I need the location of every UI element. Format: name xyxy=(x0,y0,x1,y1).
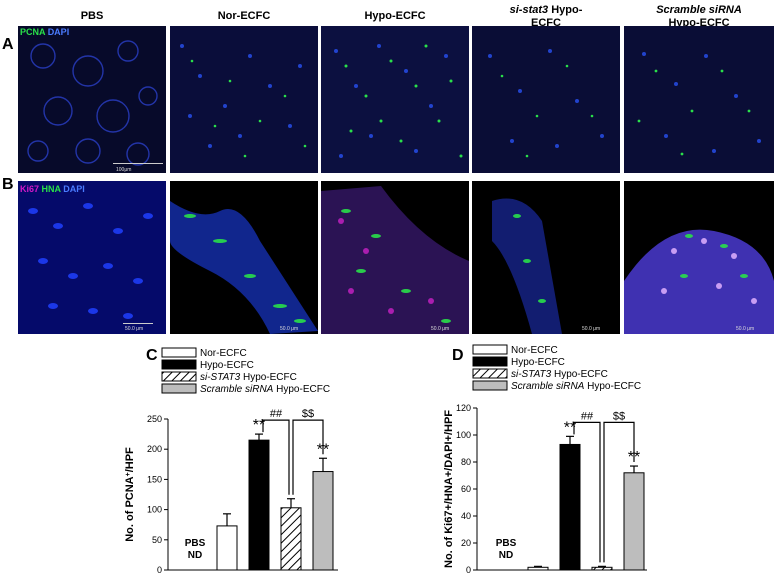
micrograph-b-hypo-ecfc-art xyxy=(321,181,469,334)
y-tick-label: 40 xyxy=(461,511,471,521)
micrograph-b-si-stat3-art xyxy=(472,181,620,334)
legend-label-2: si-STAT3 Hypo-ECFC xyxy=(511,369,608,380)
scale-bar-b-pbs xyxy=(123,323,153,324)
y-tick-label: 200 xyxy=(147,444,162,454)
scale-bar-a-label: 100μm xyxy=(116,167,132,173)
y-tick-label: 120 xyxy=(456,403,471,413)
col-title-pbs: PBS xyxy=(80,10,104,22)
y-tick-label: 0 xyxy=(466,565,471,573)
bracket-label-1: $$ xyxy=(302,408,314,420)
y-tick-label: 150 xyxy=(147,474,162,484)
legend-swatch-3 xyxy=(161,383,197,394)
bar-1 xyxy=(527,566,549,571)
panel-letter-C: C xyxy=(146,347,158,364)
y-tick-label: 20 xyxy=(461,538,471,548)
bracket-label-0: ## xyxy=(270,408,283,420)
legend-swatch-2 xyxy=(472,368,508,379)
col-title-hypo-ecfc: Hypo-ECFC xyxy=(364,10,426,22)
legend-label-1: Hypo-ECFC xyxy=(511,357,565,368)
nd-label-line1: PBS xyxy=(496,538,517,549)
scale-label-b-si: 50.0 μm xyxy=(582,326,601,332)
bracket-0 xyxy=(573,421,601,563)
bracket-1 xyxy=(292,419,324,495)
micrograph-a-hypo-ecfc-art xyxy=(321,26,469,173)
micrograph-b-pbs-art xyxy=(18,181,166,334)
scale-bar-a xyxy=(113,163,163,164)
legend-label-3: Scramble siRNA Hypo-ECFC xyxy=(511,381,641,392)
legend-label-0: Nor-ECFC xyxy=(511,345,558,356)
scale-label-b-scramble: 50.0 μm xyxy=(736,326,755,332)
legend-swatch-0 xyxy=(161,347,197,358)
y-tick-label: 100 xyxy=(147,505,162,515)
bar-2 xyxy=(248,439,270,571)
micrograph-b-si-stat3: 50.0 μm xyxy=(472,181,620,334)
micrograph-a-nor-ecfc xyxy=(170,26,318,173)
legend-label-3: Scramble siRNA Hypo-ECFC xyxy=(200,384,330,395)
legend-swatch-1 xyxy=(161,359,197,370)
bar-4 xyxy=(623,472,645,571)
legend-swatch-2 xyxy=(161,371,197,382)
bar-1 xyxy=(216,525,238,571)
y-axis-label: No. of PCNA+/HPF xyxy=(124,447,136,542)
nd-label-line1: PBS xyxy=(185,538,206,549)
micrograph-b-hypo-ecfc: 50.0 μm xyxy=(321,181,469,334)
micrograph-b-nor-ecfc-art xyxy=(170,181,318,334)
micrograph-a-pbs: 100μm xyxy=(18,26,166,173)
legend-swatch-3 xyxy=(472,380,508,391)
micrograph-b-scramble-art xyxy=(624,181,774,334)
stain-label-a: PCNA DAPI xyxy=(20,27,70,37)
micrograph-a-si-stat3-art xyxy=(472,26,620,173)
bar-2 xyxy=(559,443,581,571)
scale-label-b-pbs: 50.0 μm xyxy=(125,326,144,332)
micrograph-b-scramble: 50.0 μm xyxy=(624,181,774,334)
y-tick-label: 80 xyxy=(461,457,471,467)
micrograph-a-pbs-art xyxy=(18,26,166,173)
y-tick-label: 100 xyxy=(456,430,471,440)
scale-label-b-nor: 50.0 μm xyxy=(280,326,299,332)
y-axis-label: No. of Ki67+/HNA+/DAPI+/HPF xyxy=(443,410,455,568)
nd-label-line2: ND xyxy=(188,550,202,561)
micrograph-b-nor-ecfc: 50.0 μm xyxy=(170,181,318,334)
nd-label-line2: ND xyxy=(499,550,513,561)
panel-letter-D: D xyxy=(452,347,464,364)
legend-swatch-0 xyxy=(472,344,508,355)
bracket-label-0: ## xyxy=(581,410,594,422)
y-tick-label: 60 xyxy=(461,484,471,494)
micrograph-a-nor-ecfc-art xyxy=(170,26,318,173)
y-tick-label: 50 xyxy=(152,535,162,545)
y-tick-label: 250 xyxy=(147,414,162,424)
panel-a-letter: A xyxy=(2,36,14,53)
significance-stars-0: ** xyxy=(564,419,576,436)
bracket-1 xyxy=(603,421,635,563)
significance-stars-0: ** xyxy=(253,417,265,434)
bar-3 xyxy=(280,507,302,571)
legend-label-2: si-STAT3 Hypo-ECFC xyxy=(200,372,297,383)
micrograph-a-scramble-art xyxy=(624,26,774,173)
col-title-nor-ecfc: Nor-ECFC xyxy=(217,10,271,22)
bracket-0 xyxy=(262,419,290,495)
micrograph-a-hypo-ecfc xyxy=(321,26,469,173)
legend-label-1: Hypo-ECFC xyxy=(200,360,254,371)
micrograph-b-pbs: 50.0 μm xyxy=(18,181,166,334)
micrograph-a-si-stat3 xyxy=(472,26,620,173)
panel-b-letter: B xyxy=(2,176,14,193)
micrograph-a-scramble xyxy=(624,26,774,173)
stain-label-b: Ki67 HNA DAPI xyxy=(20,184,85,194)
legend-label-0: Nor-ECFC xyxy=(200,348,247,359)
bracket-label-1: $$ xyxy=(613,410,625,422)
scale-label-b-hypo: 50.0 μm xyxy=(431,326,450,332)
y-tick-label: 0 xyxy=(157,565,162,573)
legend-swatch-1 xyxy=(472,356,508,367)
bar-4 xyxy=(312,471,334,571)
bar-3 xyxy=(591,566,613,571)
